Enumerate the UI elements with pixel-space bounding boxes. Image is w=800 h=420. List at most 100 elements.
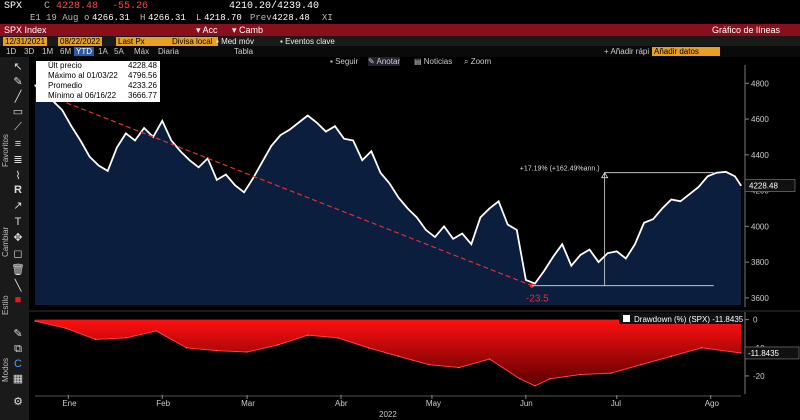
arrow-icon[interactable]: ↗ bbox=[13, 200, 23, 212]
price-chart[interactable]: 3600380040004200440046004800-23.5+17.19%… bbox=[29, 57, 800, 310]
price-point bbox=[379, 172, 382, 174]
x-tick-label: Ene bbox=[62, 399, 77, 408]
stat-label-max: Máximo al 01/03/22 bbox=[48, 71, 118, 80]
x-tick-label: May bbox=[426, 399, 441, 408]
fib-icon[interactable]: ≡ bbox=[14, 138, 22, 150]
start-date-field[interactable]: 12/31/2021 bbox=[3, 37, 48, 46]
key-events-toggle[interactable]: ▪ Eventos clave bbox=[280, 37, 335, 46]
price-point bbox=[279, 134, 282, 136]
drawdown-point bbox=[64, 327, 66, 329]
drawdown-point bbox=[488, 358, 491, 360]
period-max[interactable]: Máx bbox=[134, 47, 150, 56]
trend-icon[interactable]: ⟋ bbox=[14, 121, 22, 133]
period-5a[interactable]: 5A bbox=[114, 47, 124, 56]
ohlc-bar: E1 19 Aug o 4266.31 H 4266.31 L 4218.70 … bbox=[0, 13, 800, 24]
drawdown-point bbox=[534, 385, 536, 387]
price-point bbox=[316, 122, 318, 124]
stat-value-last: 4228.48 bbox=[128, 61, 157, 70]
news-button[interactable]: ▤ Noticias bbox=[414, 57, 453, 66]
currency-field[interactable]: Divisa local bbox=[170, 37, 218, 46]
annotate-button[interactable]: ✎ Anotar bbox=[368, 57, 401, 66]
gain-arrowhead bbox=[600, 171, 609, 179]
high-label: H bbox=[140, 13, 146, 23]
price-point bbox=[707, 175, 709, 177]
change-menu[interactable]: ▾ Camb bbox=[232, 25, 264, 35]
move-icon[interactable]: ✥ bbox=[13, 232, 23, 244]
low-value: 4218.70 bbox=[204, 13, 242, 23]
price-point bbox=[225, 173, 227, 176]
drawdown-point bbox=[519, 378, 521, 380]
dd-tag: -11.8435 bbox=[748, 349, 780, 358]
period-1d[interactable]: 1D bbox=[6, 47, 17, 56]
price-point bbox=[388, 182, 391, 185]
quote-code: C bbox=[44, 1, 51, 12]
high-value: 4266.31 bbox=[148, 13, 186, 23]
brush-icon[interactable]: ⌇ bbox=[15, 170, 21, 182]
ticker[interactable]: SPX bbox=[4, 1, 23, 12]
period-6m[interactable]: 6M bbox=[60, 47, 72, 56]
cursor-icon[interactable]: ↖ bbox=[13, 61, 23, 73]
table-button[interactable]: Tabla bbox=[234, 47, 254, 56]
last-price: 4228.48 bbox=[56, 1, 99, 12]
zoom-button[interactable]: ⌕ Zoom bbox=[464, 57, 492, 66]
dd-legend-bg bbox=[619, 313, 741, 324]
change-label: Camb bbox=[239, 25, 264, 35]
style-line-icon[interactable]: ╲ bbox=[14, 280, 22, 292]
period-1a[interactable]: 1A bbox=[98, 47, 108, 56]
favorites-label: Favoritos bbox=[1, 134, 10, 167]
modes-label: Modos bbox=[1, 357, 10, 382]
moving-avg-toggle[interactable]: ▪ Med móv bbox=[216, 37, 254, 46]
quick-add-label: Añadir rápi bbox=[610, 47, 650, 56]
text-tool-icon[interactable]: T bbox=[14, 216, 22, 228]
price-point bbox=[734, 175, 736, 177]
color-swatch-icon[interactable]: ■ bbox=[14, 294, 22, 306]
price-point bbox=[670, 198, 672, 201]
drawdown-point bbox=[670, 355, 672, 357]
price-point bbox=[479, 216, 482, 218]
chart-mode-icon[interactable]: ⧉ bbox=[14, 343, 22, 355]
trash-icon[interactable]: 🗑 bbox=[11, 264, 25, 276]
price-range: 4210.20/4239.40 bbox=[229, 1, 320, 12]
quick-add-field[interactable]: Añadir datos bbox=[652, 47, 720, 56]
erase-icon[interactable]: ◻ bbox=[13, 248, 23, 260]
key-events-label: Eventos clave bbox=[285, 37, 335, 46]
drawdown-area bbox=[35, 319, 741, 386]
gear-icon[interactable]: ⚙ bbox=[13, 396, 23, 408]
period-3d[interactable]: 3D bbox=[24, 47, 35, 56]
pencil-icon[interactable]: ✎ bbox=[13, 76, 23, 88]
price-point bbox=[716, 172, 718, 174]
ruler-icon[interactable]: ▭ bbox=[12, 106, 24, 118]
drawdown-point bbox=[155, 330, 157, 332]
edit-icon[interactable]: ✎ bbox=[13, 328, 23, 340]
end-date-field[interactable]: 08/22/2022 bbox=[58, 37, 103, 46]
actions-menu[interactable]: ▾ Acc bbox=[196, 25, 218, 35]
news-label: Noticias bbox=[423, 57, 453, 66]
price-point bbox=[107, 170, 109, 172]
period-1m[interactable]: 1M bbox=[42, 47, 54, 56]
period-ytd[interactable]: YTD bbox=[74, 47, 94, 56]
r-tool-icon[interactable]: R bbox=[14, 184, 22, 196]
price-point bbox=[70, 125, 72, 127]
drawdown-point bbox=[185, 347, 188, 349]
period-daily[interactable]: Diaria bbox=[158, 47, 179, 56]
quick-add-button[interactable]: + Añadir rápi bbox=[604, 47, 650, 56]
open-value: 4266.31 bbox=[92, 13, 130, 23]
grid-icon[interactable]: ▦ bbox=[12, 373, 24, 385]
security-name[interactable]: SPX Index bbox=[4, 25, 47, 35]
y-tick-label: 4000 bbox=[751, 222, 769, 231]
drawdown-point bbox=[276, 344, 279, 346]
drawdown-point bbox=[337, 337, 339, 339]
price-field[interactable]: Last Px bbox=[116, 37, 170, 46]
channel-icon[interactable]: ≣ bbox=[13, 154, 23, 166]
follow-button[interactable]: ▪ Seguir bbox=[330, 57, 359, 66]
price-point bbox=[425, 229, 427, 231]
price-point bbox=[134, 139, 136, 142]
drop-label: -23.5 bbox=[526, 294, 549, 305]
title-bar: SPX Index ▾ Acc ▾ Camb Gráfico de líneas bbox=[0, 24, 800, 36]
price-point bbox=[298, 122, 300, 124]
x-tick-label: Mar bbox=[241, 399, 255, 408]
drawdown-point bbox=[549, 378, 551, 380]
line-tool-icon[interactable]: ╱ bbox=[14, 91, 22, 103]
link-icon[interactable]: C bbox=[14, 358, 22, 370]
